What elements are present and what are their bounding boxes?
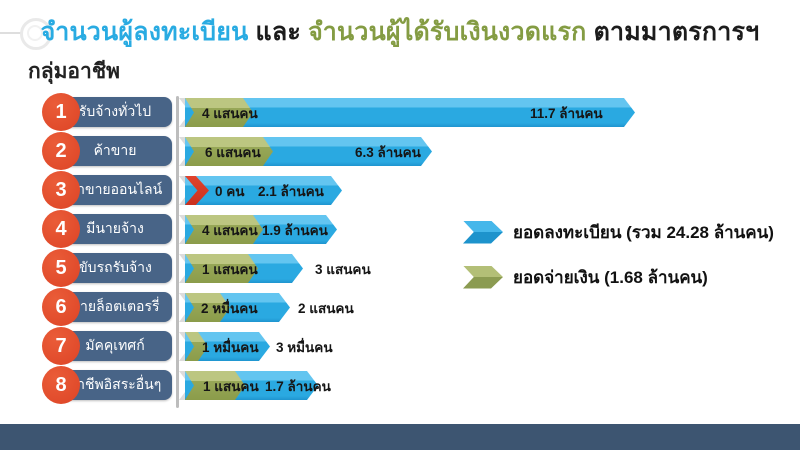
paid-bar [185,254,258,283]
title-and-word: และ [255,18,301,46]
paid-value: 4 แสนคน [202,105,258,121]
registered-value: 6.3 ล้านคน [355,144,421,160]
row-bars: 6 แสนคน 6.3 ล้านคน [179,137,745,166]
paid-value: 2 หมื่นคน [201,300,258,316]
paid-bar [185,137,273,166]
paid-bar [185,332,208,361]
row-bars: 1 แสนคน 3 แสนคน [179,254,745,283]
paid-value: 1 แสนคน [202,261,258,277]
title-paid-part: จำนวนผู้ได้รับเงินงวดแรก [308,18,587,46]
axis-divider [176,96,179,408]
row-bars: 1 หมื่นคน 3 หมื่นคน [179,332,745,361]
paid-value: 6 แสนคน [205,144,261,160]
registered-value: 11.7 ล้านคน [530,105,603,121]
registered-bar [185,98,635,127]
legend-registered-label: ยอดลงทะเบียน (รวม 24.28 ล้านคน) [513,222,774,242]
registered-bar [185,176,342,205]
row-bars: 0 คน 2.1 ล้านคน [179,176,745,205]
title-registered-part: จำนวนผู้ลงทะเบียน [40,18,249,46]
chart-row: 4 มีนายจ้าง 4 แสนคน 1.9 ล้านคน [0,210,800,253]
row-bars: 4 แสนคน 1.9 ล้านคน [179,215,745,244]
chart-rows: 1 รับจ้างทั่วไป 4 แสนคน 11.7 ล้านคน 2 ค้… [0,93,800,409]
row-number-badge: 7 [42,327,80,365]
registered-arrow-icon [463,220,503,244]
registered-value: 2 แสนคน [298,300,354,316]
registered-value: 3 หมื่นคน [276,339,333,355]
paid-value: 0 คน [215,183,245,199]
chart-row: 7 มัคคุเทศก์ 1 หมื่นคน 3 หมื่นคน [0,327,800,370]
legend-item-paid: ยอดจ่ายเงิน (1.68 ล้านคน) [463,265,783,289]
paid-value: 4 แสนคน [202,222,258,238]
decoration-circle-inner [27,25,43,41]
registered-value: 2.1 ล้านคน [258,183,324,199]
legend: ยอดลงทะเบียน (รวม 24.28 ล้านคน) ยอดจ่ายเ… [463,220,783,310]
title-suffix: ตามมาตรการฯ [593,18,760,46]
legend-paid-label: ยอดจ่ายเงิน (1.68 ล้านคน) [513,267,708,287]
registered-value: 3 แสนคน [315,261,371,277]
paid-arrow-icon [463,265,503,289]
occupation-group-label: กลุ่มอาชีพ [28,60,120,83]
chart-row: 8 อาชีพอิสระอื่นๆ 1 แสนคน 1.7 ล้านคน [0,366,800,409]
row-number-badge: 8 [42,366,80,404]
row-bars: 1 แสนคน 1.7 ล้านคน [179,371,745,400]
paid-bar [185,98,253,127]
chart-row: 3 ค้าขายออนไลน์ 0 คน 2.1 ล้านคน [0,171,800,214]
registered-value: 1.7 ล้านคน [265,378,331,394]
footer-bar [0,424,800,450]
page-title: จำนวนผู้ลงทะเบียน และ จำนวนผู้ได้รับเงิน… [0,12,800,52]
decoration-line [0,32,22,34]
row-number-badge: 1 [42,93,80,131]
row-number-badge: 3 [42,171,80,209]
paid-bar [185,215,263,244]
chart-row: 5 ขับรถรับจ้าง 1 แสนคน 3 แสนคน [0,249,800,292]
row-number-badge: 5 [42,249,80,287]
paid-bar [185,371,245,400]
paid-value: 1 แสนคน [203,378,259,394]
chart-row: 6 ขายล็อตเตอรรี่ 2 หมื่นคน 2 แสนคน [0,288,800,331]
row-number-badge: 2 [42,132,80,170]
legend-item-registered: ยอดลงทะเบียน (รวม 24.28 ล้านคน) [463,220,783,244]
row-bars: 4 แสนคน 11.7 ล้านคน [179,98,745,127]
chart-row: 2 ค้าขาย 6 แสนคน 6.3 ล้านคน [0,132,800,175]
registered-value: 1.9 ล้านคน [262,222,328,238]
decoration-circle [20,18,52,50]
row-number-badge: 4 [42,210,80,248]
paid-value: 1 หมื่นคน [202,339,259,355]
row-number-badge: 6 [42,288,80,326]
chart-row: 1 รับจ้างทั่วไป 4 แสนคน 11.7 ล้านคน [0,93,800,136]
row-bars: 2 หมื่นคน 2 แสนคน [179,293,745,322]
